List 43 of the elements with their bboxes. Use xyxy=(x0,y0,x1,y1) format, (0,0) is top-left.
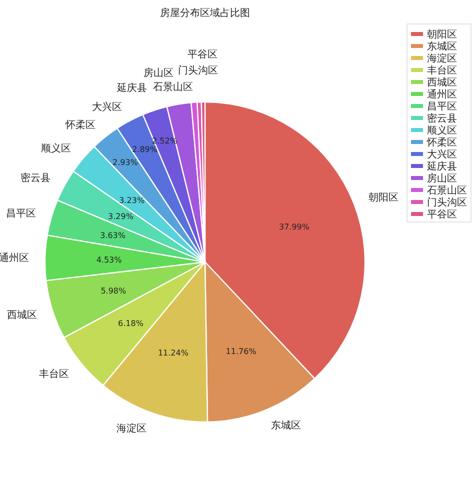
slice-label: 石景山区 xyxy=(153,80,194,93)
slice-label: 海淀区 xyxy=(116,422,147,435)
legend-label: 密云县 xyxy=(427,112,457,124)
data-label: 3.23% xyxy=(119,196,145,205)
legend-label: 平谷区 xyxy=(427,208,457,220)
legend-label: 丰台区 xyxy=(427,64,457,76)
category-label: 平谷区 xyxy=(188,50,218,61)
slice-label: 西城区 xyxy=(7,309,38,322)
legend-label: 海淀区 xyxy=(427,52,457,64)
slice-label: 丰台区 xyxy=(38,368,69,380)
data-label: 2.93% xyxy=(112,158,138,167)
legend-label: 石景山区 xyxy=(427,184,467,196)
chart-title: 房屋分布区域占比图 xyxy=(160,7,250,19)
legend-label: 延庆县 xyxy=(426,160,457,172)
data-label: 4.53% xyxy=(96,255,122,264)
slice-label: 延庆县 xyxy=(116,82,148,94)
data-label: 3.63% xyxy=(100,231,126,240)
data-label: 2.89% xyxy=(132,145,158,154)
data-label: 5.98% xyxy=(100,286,127,296)
legend-label: 昌平区 xyxy=(427,102,457,112)
legend-label: 东城区 xyxy=(427,40,457,52)
legend-label: 门头沟区 xyxy=(427,196,467,208)
slice-label: 朝阳区 xyxy=(368,192,399,204)
legend-label: 怀柔区 xyxy=(426,136,457,148)
legend-label: 通州区 xyxy=(427,88,457,100)
legend-label: 大兴区 xyxy=(427,148,457,160)
data-label: 11.76% xyxy=(226,346,257,356)
slice-label: 密云县 xyxy=(20,172,51,184)
slice-label: 怀柔区 xyxy=(64,118,96,131)
data-label: 37.99% xyxy=(278,222,310,232)
slice-label: 昌平区 xyxy=(6,208,36,220)
slice-label: 门头沟区 xyxy=(178,64,218,77)
data-label: 3.29% xyxy=(108,212,134,221)
slice-label: 大兴区 xyxy=(92,101,122,114)
data-label: 6.18% xyxy=(118,318,144,328)
legend-label: 朝阳区 xyxy=(427,28,457,40)
slice-label: 房山区 xyxy=(144,67,174,80)
legend-label: 西城区 xyxy=(427,76,457,88)
legend-label: 房山区 xyxy=(427,172,457,184)
legend-label: 顺义区 xyxy=(427,124,457,136)
slice-label: 东城区 xyxy=(271,420,302,432)
data-label: 11.24% xyxy=(158,348,189,358)
slice-label: 顺义区 xyxy=(40,142,71,154)
